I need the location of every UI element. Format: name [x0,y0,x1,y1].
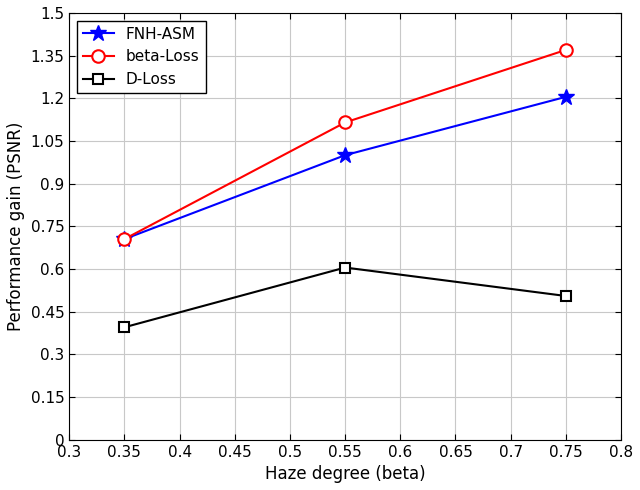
FNH-ASM [120,236,128,242]
Line: FNH-ASM: FNH-ASM [116,89,574,247]
beta-Loss [341,120,349,125]
FNH-ASM [562,94,570,100]
Y-axis label: Performance gain (PSNR): Performance gain (PSNR) [7,122,25,331]
D-Loss [562,293,570,299]
beta-Loss [562,47,570,53]
Line: D-Loss: D-Loss [120,263,571,332]
X-axis label: Haze degree (beta): Haze degree (beta) [265,465,426,483]
D-Loss [120,324,128,330]
D-Loss [341,265,349,270]
beta-Loss [120,236,128,242]
Legend: FNH-ASM, beta-Loss, D-Loss: FNH-ASM, beta-Loss, D-Loss [77,21,205,93]
FNH-ASM [341,152,349,158]
Line: beta-Loss: beta-Loss [118,44,572,245]
